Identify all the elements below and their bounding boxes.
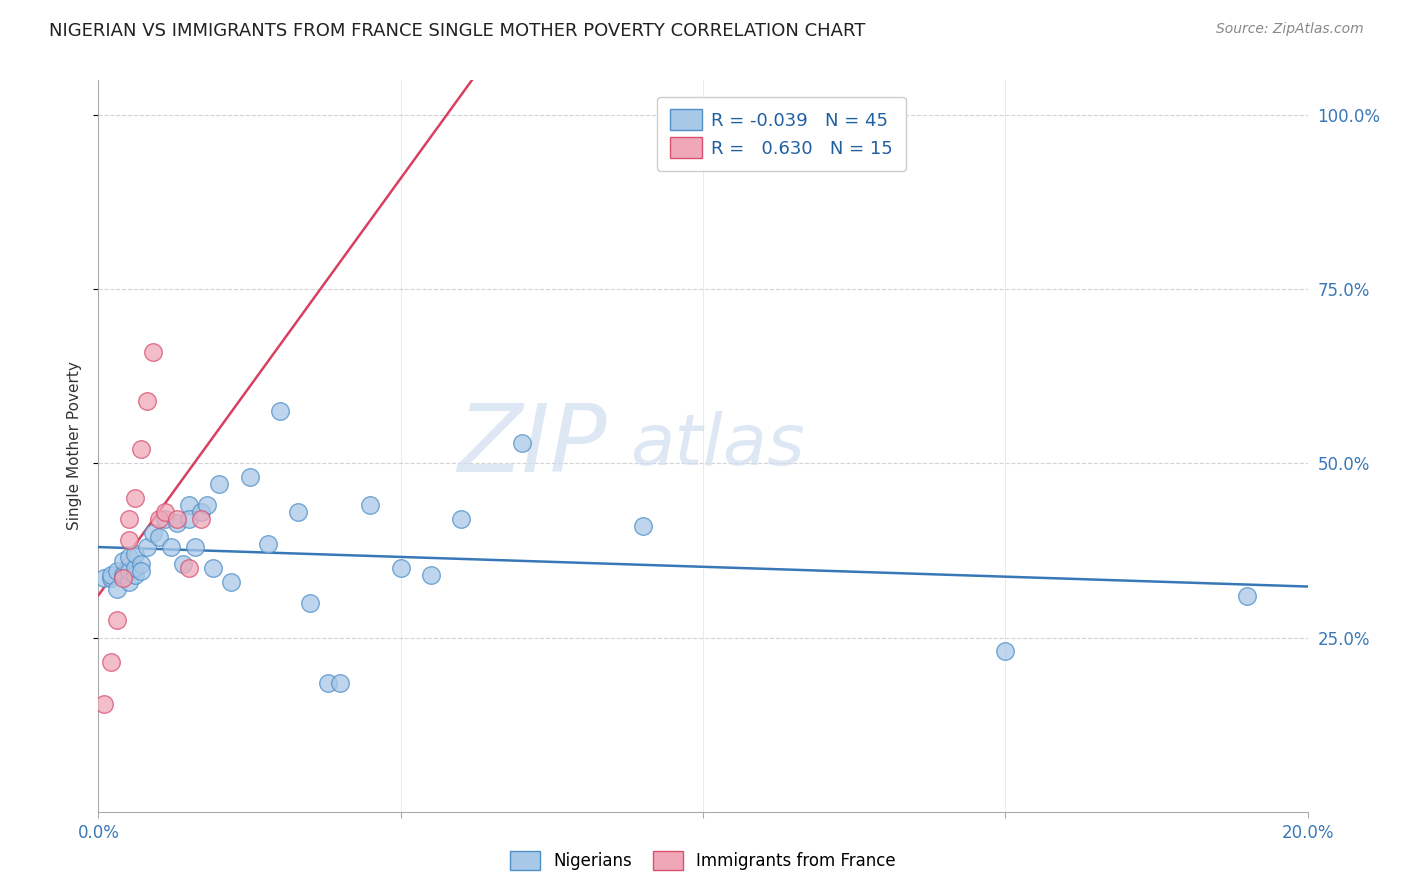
Point xyxy=(299,596,322,610)
Point xyxy=(195,498,218,512)
Point xyxy=(105,613,128,627)
Point xyxy=(389,561,412,575)
Point xyxy=(184,540,207,554)
Point xyxy=(129,442,152,457)
Point xyxy=(510,435,533,450)
Point xyxy=(179,561,201,575)
Point xyxy=(129,558,152,572)
Point xyxy=(105,565,128,579)
Point xyxy=(124,491,146,506)
Text: atlas: atlas xyxy=(630,411,806,481)
Point xyxy=(190,512,212,526)
Point xyxy=(118,574,141,589)
Y-axis label: Single Mother Poverty: Single Mother Poverty xyxy=(67,361,83,531)
Point xyxy=(420,567,443,582)
Text: ZIP: ZIP xyxy=(457,401,606,491)
Point xyxy=(179,512,201,526)
Point xyxy=(202,561,225,575)
Point xyxy=(124,567,146,582)
Point xyxy=(124,547,146,561)
Point xyxy=(153,512,176,526)
Point xyxy=(1236,589,1258,603)
Point xyxy=(105,582,128,596)
Point xyxy=(100,655,122,669)
Point xyxy=(124,561,146,575)
Point xyxy=(153,505,176,519)
Point xyxy=(100,571,122,585)
Legend: R = -0.039   N = 45, R =   0.630   N = 15: R = -0.039 N = 45, R = 0.630 N = 15 xyxy=(658,96,905,171)
Point xyxy=(994,644,1017,658)
Point xyxy=(111,567,134,582)
Point xyxy=(269,404,291,418)
Point xyxy=(118,565,141,579)
Text: NIGERIAN VS IMMIGRANTS FROM FRANCE SINGLE MOTHER POVERTY CORRELATION CHART: NIGERIAN VS IMMIGRANTS FROM FRANCE SINGL… xyxy=(49,22,866,40)
Point xyxy=(190,505,212,519)
Point xyxy=(142,345,165,359)
Point xyxy=(118,512,141,526)
Point xyxy=(631,519,654,533)
Point xyxy=(239,470,262,484)
Point xyxy=(256,536,278,550)
Point xyxy=(450,512,472,526)
Point xyxy=(172,558,194,572)
Point xyxy=(179,498,201,512)
Point xyxy=(129,565,152,579)
Point xyxy=(142,526,165,541)
Point xyxy=(148,512,170,526)
Point xyxy=(111,554,134,568)
Point xyxy=(316,676,339,690)
Legend: Nigerians, Immigrants from France: Nigerians, Immigrants from France xyxy=(503,844,903,877)
Point xyxy=(118,550,141,565)
Point xyxy=(148,530,170,544)
Point xyxy=(93,697,115,711)
Point xyxy=(118,533,141,547)
Point xyxy=(329,676,352,690)
Point xyxy=(360,498,382,512)
Point xyxy=(160,540,183,554)
Point xyxy=(100,567,122,582)
Point xyxy=(135,540,157,554)
Point xyxy=(221,574,243,589)
Point xyxy=(166,512,188,526)
Point xyxy=(208,477,231,491)
Point xyxy=(93,571,115,585)
Point xyxy=(135,393,157,408)
Point xyxy=(166,516,188,530)
Point xyxy=(111,571,134,585)
Text: Source: ZipAtlas.com: Source: ZipAtlas.com xyxy=(1216,22,1364,37)
Point xyxy=(287,505,309,519)
